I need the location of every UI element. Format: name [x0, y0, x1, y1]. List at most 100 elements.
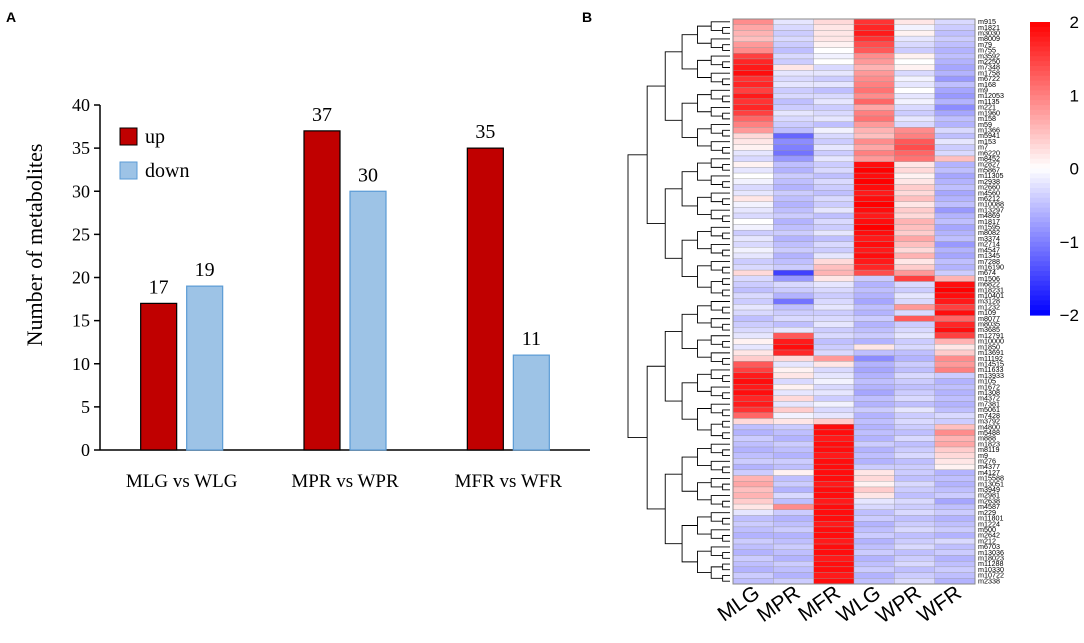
heatmap-row-label: m1345 [978, 251, 1000, 260]
heatmap-row-label: m1366 [978, 125, 1000, 134]
heatmap-cell [813, 201, 855, 208]
heatmap-row-label: m3128 [978, 297, 1000, 306]
heatmap-row-label: m3374 [978, 234, 1000, 243]
heatmap-cell [732, 543, 774, 550]
heatmap-cell [773, 87, 814, 94]
heatmap-row-label: m4127 [978, 468, 1000, 477]
heatmap-row-label: m2338 [978, 576, 1000, 585]
heatmap-cell [934, 18, 976, 25]
colorbar-segment [1030, 285, 1050, 292]
heatmap-cell [853, 201, 895, 208]
heatmap-cell [732, 503, 774, 510]
dendrogram-branch [722, 432, 730, 439]
heatmap-cell [894, 378, 935, 385]
heatmap-cell [732, 572, 774, 579]
bar-up [140, 302, 178, 451]
heatmap-cell [853, 18, 895, 25]
heatmap-cell [934, 361, 976, 368]
heatmap-cell [934, 532, 976, 539]
heatmap-row-label: m8119 [978, 445, 999, 454]
heatmap-cell [853, 429, 895, 436]
heatmap-cell [894, 435, 935, 442]
heatmap-cell [894, 104, 935, 111]
heatmap-cell [813, 81, 855, 88]
heatmap-cell [853, 150, 895, 157]
heatmap-column-label: WLG [833, 581, 885, 627]
colorbar-segment [1030, 46, 1050, 52]
heatmap-row-label: m1758 [978, 68, 1000, 77]
heatmap-row-label: m168 [978, 80, 996, 89]
heatmap-cell [732, 127, 774, 134]
heatmap-cell [732, 41, 774, 48]
heatmap-cell [813, 275, 855, 282]
heatmap-cell [732, 327, 774, 334]
heatmap-cell [773, 344, 814, 351]
heatmap-row-label: m8035 [978, 320, 1000, 329]
dendrogram-branch [697, 94, 712, 113]
heatmap-cell [773, 538, 814, 545]
heatmap-cell [894, 58, 935, 65]
heatmap-cell [894, 64, 935, 71]
heatmap-cell [773, 241, 814, 248]
heatmap-cell [813, 64, 855, 71]
heatmap-cell [732, 178, 774, 185]
heatmap-cell [894, 224, 935, 231]
heatmap-cell [894, 429, 935, 436]
dendrogram-branch [722, 278, 730, 285]
heatmap-cell [894, 503, 935, 510]
heatmap-cell [813, 321, 855, 328]
heatmap-cell [894, 75, 935, 82]
dendrogram-branch [710, 124, 730, 134]
heatmap-cell [813, 344, 855, 351]
heatmap-cell [853, 366, 895, 374]
heatmap-cell [853, 498, 895, 505]
dendrogram-branch [710, 158, 730, 168]
heatmap-cell [853, 184, 895, 191]
colorbar-segment [1030, 207, 1050, 214]
dendrogram-branch [697, 448, 712, 467]
heatmap-cell [773, 452, 814, 459]
heatmap-cell [732, 104, 774, 111]
heatmap-cell [773, 150, 814, 157]
heatmap-row-label: m888 [978, 434, 996, 443]
y-tick-label: 0 [81, 440, 90, 460]
heatmap-cell [813, 384, 855, 391]
dendrogram-branch [681, 239, 698, 277]
heatmap-cell [813, 555, 855, 562]
heatmap-cell [732, 481, 774, 488]
colorbar-segment [1030, 280, 1050, 287]
panel-label-a: A [6, 9, 16, 25]
heatmap-cell [773, 292, 814, 299]
heatmap-row-label: m9 [978, 86, 988, 95]
colorbar-tick-label: −2 [1060, 306, 1079, 325]
heatmap-cell [732, 378, 774, 385]
heatmap-cell [853, 241, 895, 248]
heatmap-row-label: m109 [978, 308, 996, 317]
colorbar-segment [1030, 271, 1050, 277]
heatmap-cell [773, 235, 814, 242]
heatmap-cell [934, 395, 976, 402]
heatmap-row-label: m11801 [978, 514, 1003, 523]
heatmap-cell [813, 486, 855, 493]
heatmap-cell [934, 218, 976, 225]
heatmap-cell [853, 161, 895, 168]
heatmap-cell [732, 184, 774, 191]
heatmap-cell [894, 446, 935, 453]
colorbar-segment [1030, 70, 1050, 77]
heatmap-cell [813, 578, 855, 585]
heatmap-cell [894, 195, 935, 202]
heatmap-row-label: m7428 [978, 411, 1000, 420]
heatmap-cell [934, 110, 976, 117]
heatmap-cell [934, 201, 976, 208]
heatmap-cell [934, 429, 976, 436]
heatmap-cell [732, 247, 774, 254]
heatmap-cell [934, 41, 976, 48]
dendrogram-branch [681, 313, 698, 350]
heatmap-cell [853, 378, 895, 385]
dendrogram-branch [646, 85, 666, 225]
heatmap-cell [894, 532, 935, 539]
heatmap-cell [934, 64, 976, 71]
heatmap-cell [732, 172, 774, 179]
heatmap-cell [853, 64, 895, 71]
dendrogram-branch [697, 128, 712, 147]
